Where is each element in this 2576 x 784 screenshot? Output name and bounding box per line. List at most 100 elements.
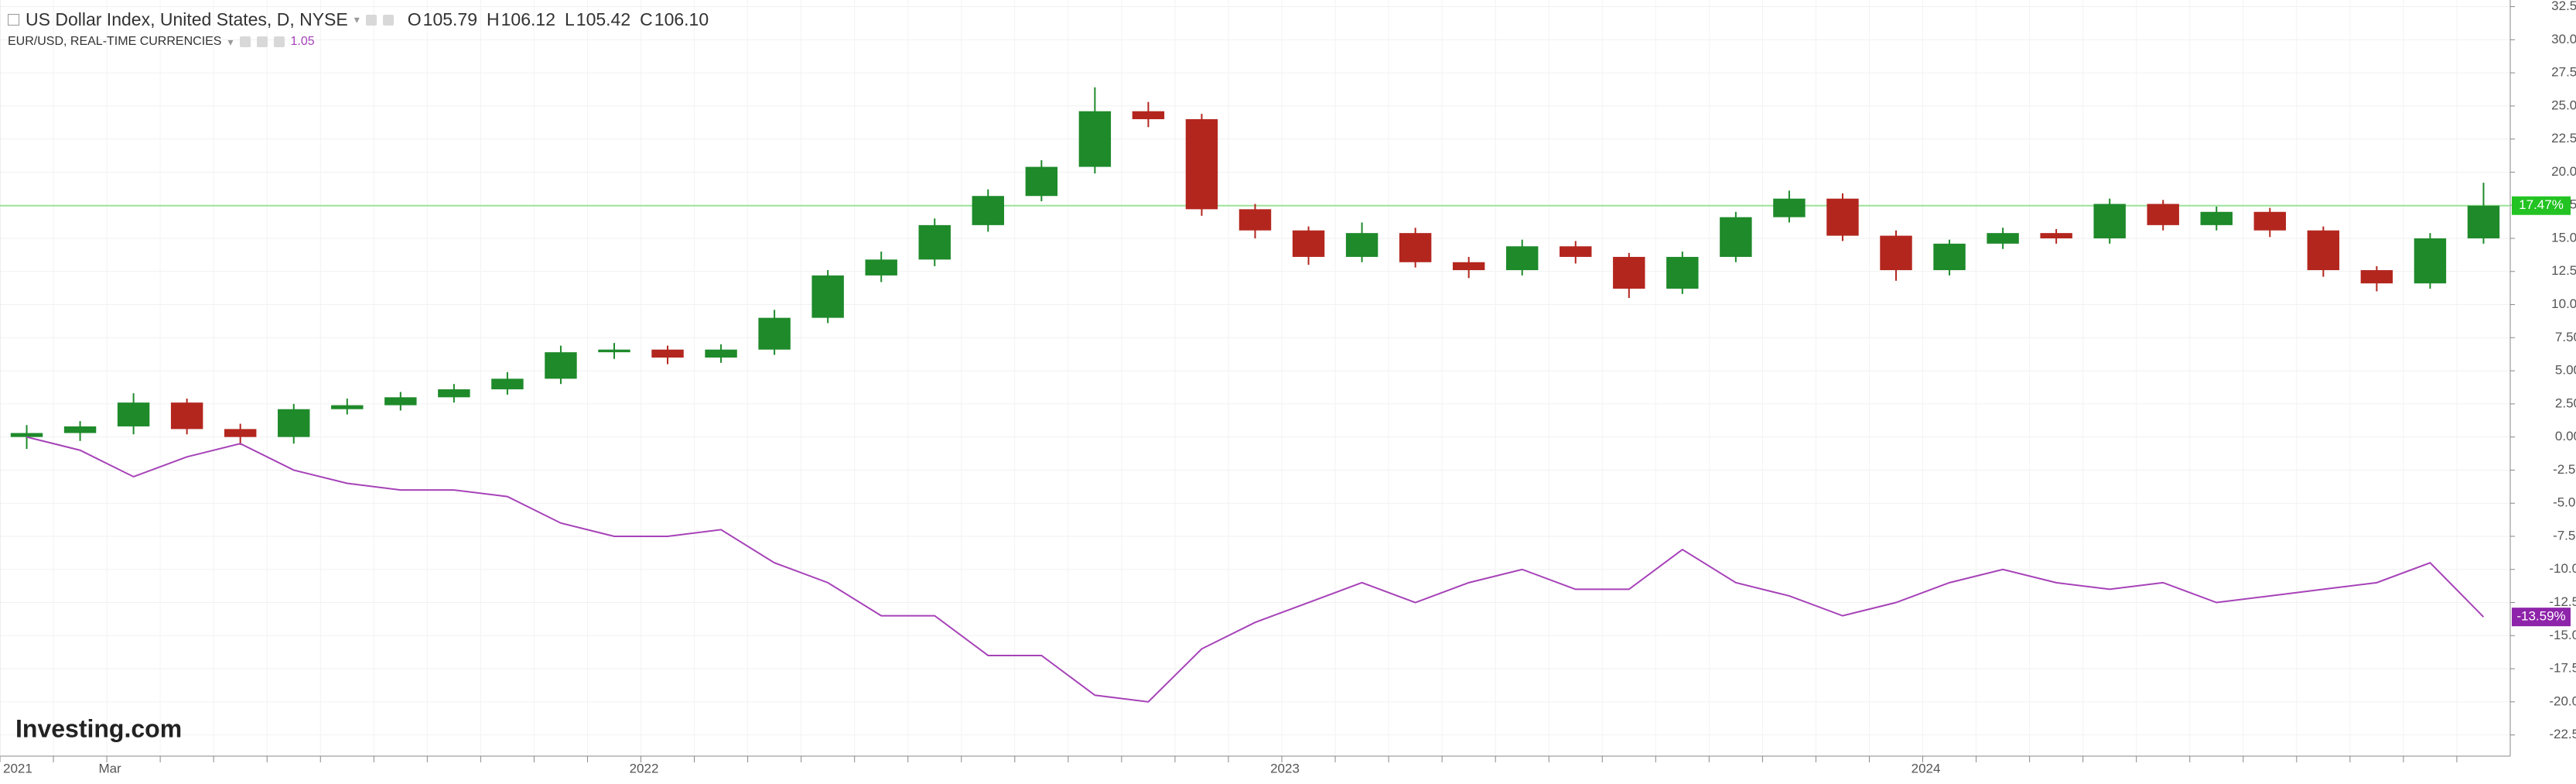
candle-body: [2093, 204, 2126, 238]
legend-compare: EUR/USD, REAL-TIME CURRENCIES ▾ 1.05: [8, 35, 709, 49]
candle-body: [1292, 230, 1325, 257]
y-tick-label: 5.00%: [2555, 363, 2576, 378]
y-tick-label: -7.50%: [2553, 528, 2576, 543]
candle-body: [1720, 217, 1752, 257]
x-tick-label: 2023: [1270, 761, 1300, 775]
candle-body: [2040, 233, 2072, 238]
y-tick-label: -10.00%: [2549, 561, 2576, 576]
candle-body: [2467, 205, 2500, 238]
candle-body: [1238, 209, 1272, 231]
candle-body: [331, 405, 364, 409]
line-series: [26, 436, 2485, 703]
candle-body: [1078, 111, 1112, 167]
candle-body: [10, 433, 43, 437]
ohlc-key: O: [407, 9, 422, 29]
candle-body: [1452, 262, 1485, 271]
candle-body: [972, 196, 1004, 225]
last-value-label: -13.59%: [2516, 609, 2565, 624]
candle-body: [1185, 118, 1218, 210]
x-tick-label: 2022: [630, 761, 659, 775]
candle-body: [1880, 235, 1912, 271]
y-tick-label: 12.50%: [2551, 263, 2576, 278]
candle-body: [1613, 256, 1645, 289]
candle-body: [598, 349, 630, 353]
candle-body: [1345, 233, 1379, 257]
ohlc-key: C: [640, 9, 653, 29]
candle-body: [758, 317, 791, 350]
ohlc-key: H: [487, 9, 500, 29]
y-tick-label: -12.50%: [2549, 594, 2576, 609]
candle-body: [1933, 243, 1966, 271]
y-tick-label: -20.00%: [2549, 693, 2576, 708]
y-tick-label: -2.50%: [2553, 462, 2576, 477]
candle-body: [2360, 270, 2393, 284]
y-tick-label: 15.00%: [2551, 230, 2576, 245]
candle-body: [1987, 233, 2019, 244]
series-menu[interactable]: ▾: [354, 13, 360, 26]
candle-body: [545, 352, 577, 379]
candle-body: [865, 259, 897, 276]
candle-body: [651, 349, 684, 358]
candle-body: [224, 429, 257, 437]
candle-body: [2414, 238, 2447, 284]
series-name: US Dollar Index, United States, D, NYSE: [26, 9, 348, 29]
y-tick-label: -22.50%: [2549, 727, 2576, 741]
y-tick-label: 2.50%: [2555, 395, 2576, 410]
ohlc-value: 105.79: [422, 9, 478, 29]
x-tick-label: 2021: [3, 761, 32, 775]
candle-body: [117, 402, 150, 426]
last-value-label: 17.47%: [2519, 197, 2564, 212]
settings-icon[interactable]: [382, 14, 394, 26]
y-tick-label: 27.50%: [2551, 65, 2576, 80]
watermark: Investing.com: [15, 714, 182, 742]
y-tick-label: 10.00%: [2551, 296, 2576, 311]
settings-icon[interactable]: [365, 14, 377, 26]
y-tick-label: -17.50%: [2549, 661, 2576, 676]
candle-body: [1826, 198, 1859, 236]
candle-body: [918, 224, 951, 260]
y-tick-label: 22.50%: [2551, 131, 2576, 146]
candle-body: [438, 389, 470, 398]
candle-body: [1560, 246, 1592, 257]
y-tick-label: -5.00%: [2553, 495, 2576, 510]
candle-body: [1132, 111, 1165, 119]
ohlc: O 105.79 H 106.12 L 105.42 C 106.10: [400, 9, 709, 30]
series-name: EUR/USD, REAL-TIME CURRENCIES: [8, 35, 222, 48]
x-tick-label: 2024: [1912, 761, 1941, 775]
candle-body: [2307, 230, 2340, 271]
last-value-box: [2512, 196, 2571, 215]
ohlc-value: 106.12: [501, 9, 555, 29]
candle-body: [1506, 246, 1539, 271]
series-menu[interactable]: ▾: [227, 35, 234, 48]
candle-body: [1399, 233, 1432, 262]
candle-body: [170, 402, 203, 430]
last-value-box: [2512, 608, 2571, 627]
ohlc-key: L: [565, 9, 575, 29]
settings-icon[interactable]: [239, 36, 251, 47]
collapse-toggle[interactable]: [8, 14, 19, 26]
remove-icon[interactable]: [273, 36, 285, 47]
y-tick-label: 0.00%: [2555, 429, 2576, 443]
y-tick-label: 32.50%: [2551, 0, 2576, 13]
candle-body: [705, 349, 737, 358]
series-price: 1.05: [290, 35, 315, 48]
candle-body: [491, 378, 524, 390]
y-tick-label: 25.00%: [2551, 98, 2576, 112]
legend-main: US Dollar Index, United States, D, NYSE …: [8, 9, 709, 30]
candle-body: [384, 397, 417, 406]
candle-body: [1025, 166, 1058, 197]
ohlc-value: 106.10: [654, 9, 709, 29]
candle-body: [811, 275, 844, 318]
candle-body: [1773, 198, 1806, 217]
candle-body: [2253, 211, 2287, 231]
legend: US Dollar Index, United States, D, NYSE …: [8, 9, 709, 49]
candle-body: [278, 409, 310, 437]
y-tick-label: 30.00%: [2551, 32, 2576, 46]
ohlc-value: 105.42: [576, 9, 631, 29]
settings-icon[interactable]: [256, 36, 268, 47]
candle-body: [1666, 256, 1699, 289]
candle-body: [63, 426, 97, 433]
candle-body: [2200, 211, 2233, 225]
candle-body: [2147, 204, 2179, 225]
